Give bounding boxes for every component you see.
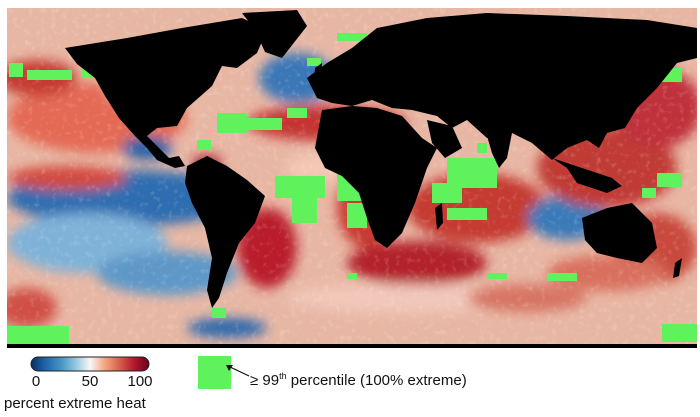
north-america-land: [65, 18, 267, 168]
colorbar-tick-0: 0: [31, 373, 41, 390]
extreme-legend-sup: th: [279, 371, 287, 381]
uk-land: [314, 63, 322, 80]
extreme-legend-swatch: [198, 356, 231, 389]
legend-arrow: [226, 365, 250, 377]
world-map: [7, 8, 697, 348]
japan-land: [622, 88, 632, 113]
australia-land: [582, 203, 657, 263]
arabia-land: [427, 120, 462, 158]
land: [7, 10, 697, 348]
india-land: [487, 133, 512, 168]
southeast-asia-land: [552, 158, 622, 193]
africa-land: [315, 106, 437, 248]
colorbar-tick-100: 100: [127, 373, 153, 390]
extreme-legend-prefix: ≥ 99: [250, 372, 280, 389]
new-zealand-land: [673, 258, 682, 278]
greenland-land: [242, 10, 307, 58]
europe-asia-land: [307, 13, 697, 160]
extreme-legend-suffix: percentile (100% extreme): [286, 372, 467, 389]
south-america-land: [185, 156, 265, 308]
extreme-legend-label: ≥ 99th percentile (100% extreme): [250, 371, 467, 389]
colorbar-gradient: [30, 356, 150, 372]
colorbar-tick-50: 50: [81, 373, 99, 390]
madagascar-land: [435, 203, 443, 230]
colorbar-label: percent extreme heat: [4, 395, 146, 412]
colorbar: [30, 356, 150, 377]
antarctica-land: [7, 344, 697, 348]
